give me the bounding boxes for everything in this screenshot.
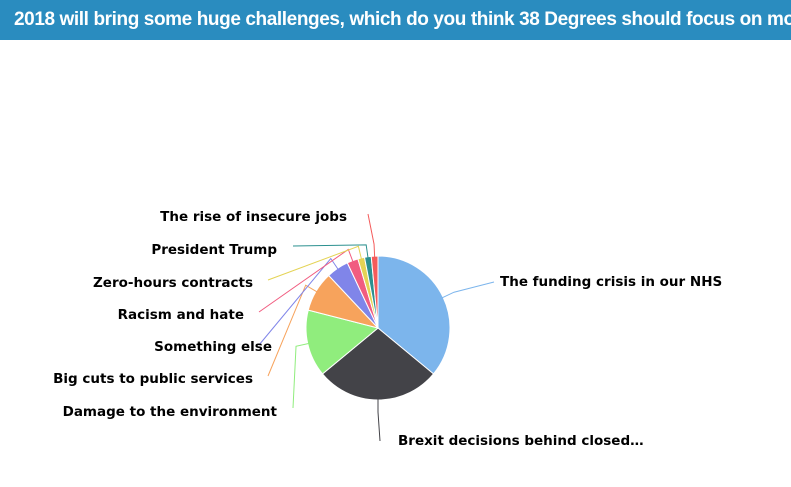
data-label: Damage to the environment <box>63 404 278 420</box>
chart: The funding crisis in our NHS Brexit deci… <box>53 209 722 449</box>
data-label: Racism and hate <box>118 307 244 323</box>
data-label: The rise of insecure jobs <box>160 209 347 225</box>
data-label: President Trump <box>151 242 277 258</box>
data-label: Zero-hours contracts <box>93 275 253 291</box>
connector <box>292 244 369 259</box>
connector <box>258 248 354 313</box>
data-label: The funding crisis in our NHS <box>500 274 722 290</box>
data-label: Something else <box>154 339 272 355</box>
connector <box>367 213 376 259</box>
connector <box>267 284 319 377</box>
data-label: Big cuts to public services <box>53 371 253 387</box>
chart-title: 2018 will bring some huge challenges, wh… <box>0 0 791 40</box>
data-label: Brexit decisions behind closed… <box>398 433 644 449</box>
connector <box>292 342 310 409</box>
connector <box>441 281 495 299</box>
connector <box>258 257 340 346</box>
connector <box>267 245 363 281</box>
connector <box>377 398 381 442</box>
